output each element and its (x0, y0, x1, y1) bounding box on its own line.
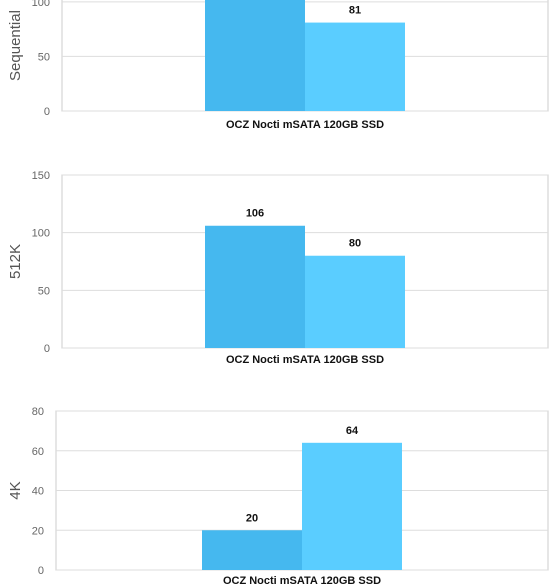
y-axis-label: 512K (7, 244, 24, 279)
y-axis-label: Sequential (7, 10, 24, 81)
y-axis-label: 4K (7, 481, 24, 499)
y-tick-label: 0 (44, 106, 50, 118)
bar-series-1 (202, 530, 302, 570)
y-tick-label: 0 (38, 565, 44, 577)
y-tick-label: 50 (38, 51, 50, 63)
category-label: OCZ Nocti mSATA 120GB SSD (223, 575, 381, 585)
y-tick-label: 100 (32, 0, 50, 9)
data-label: 80 (349, 238, 361, 250)
bar-series-2 (302, 442, 402, 570)
bar-series-2 (305, 22, 405, 112)
y-tick-label: 100 (32, 228, 50, 240)
bar-series-1 (205, 0, 305, 111)
chart-4k: 0 20 40 60 80 20 64 OCZ Nocti mSATA 120GB SSD 4K (7, 406, 549, 585)
category-label: OCZ Nocti mSATA 120GB SSD (226, 119, 384, 131)
bar-series-1 (205, 225, 305, 348)
y-tick-label: 0 (44, 343, 50, 355)
y-tick-label: 60 (32, 446, 44, 458)
data-label: 106 (246, 208, 264, 220)
y-tick-label: 80 (32, 406, 44, 418)
data-label: 20 (246, 512, 258, 524)
bar-series-2 (305, 255, 405, 348)
data-label: 81 (349, 5, 361, 17)
y-tick-label: 20 (32, 525, 44, 537)
y-tick-label: 150 (32, 170, 50, 182)
y-tick-label: 40 (32, 486, 44, 498)
category-label: OCZ Nocti mSATA 120GB SSD (226, 354, 384, 366)
chart-512k: 0 50 100 150 106 80 OCZ Nocti mSATA 120GB SSD 5… (7, 170, 549, 366)
y-tick-label: 50 (38, 285, 50, 297)
chart-sequential: 0 50 100 81 OCZ Nocti mSATA 120GB SSD Sequent… (7, 0, 549, 131)
data-label: 64 (346, 425, 359, 437)
